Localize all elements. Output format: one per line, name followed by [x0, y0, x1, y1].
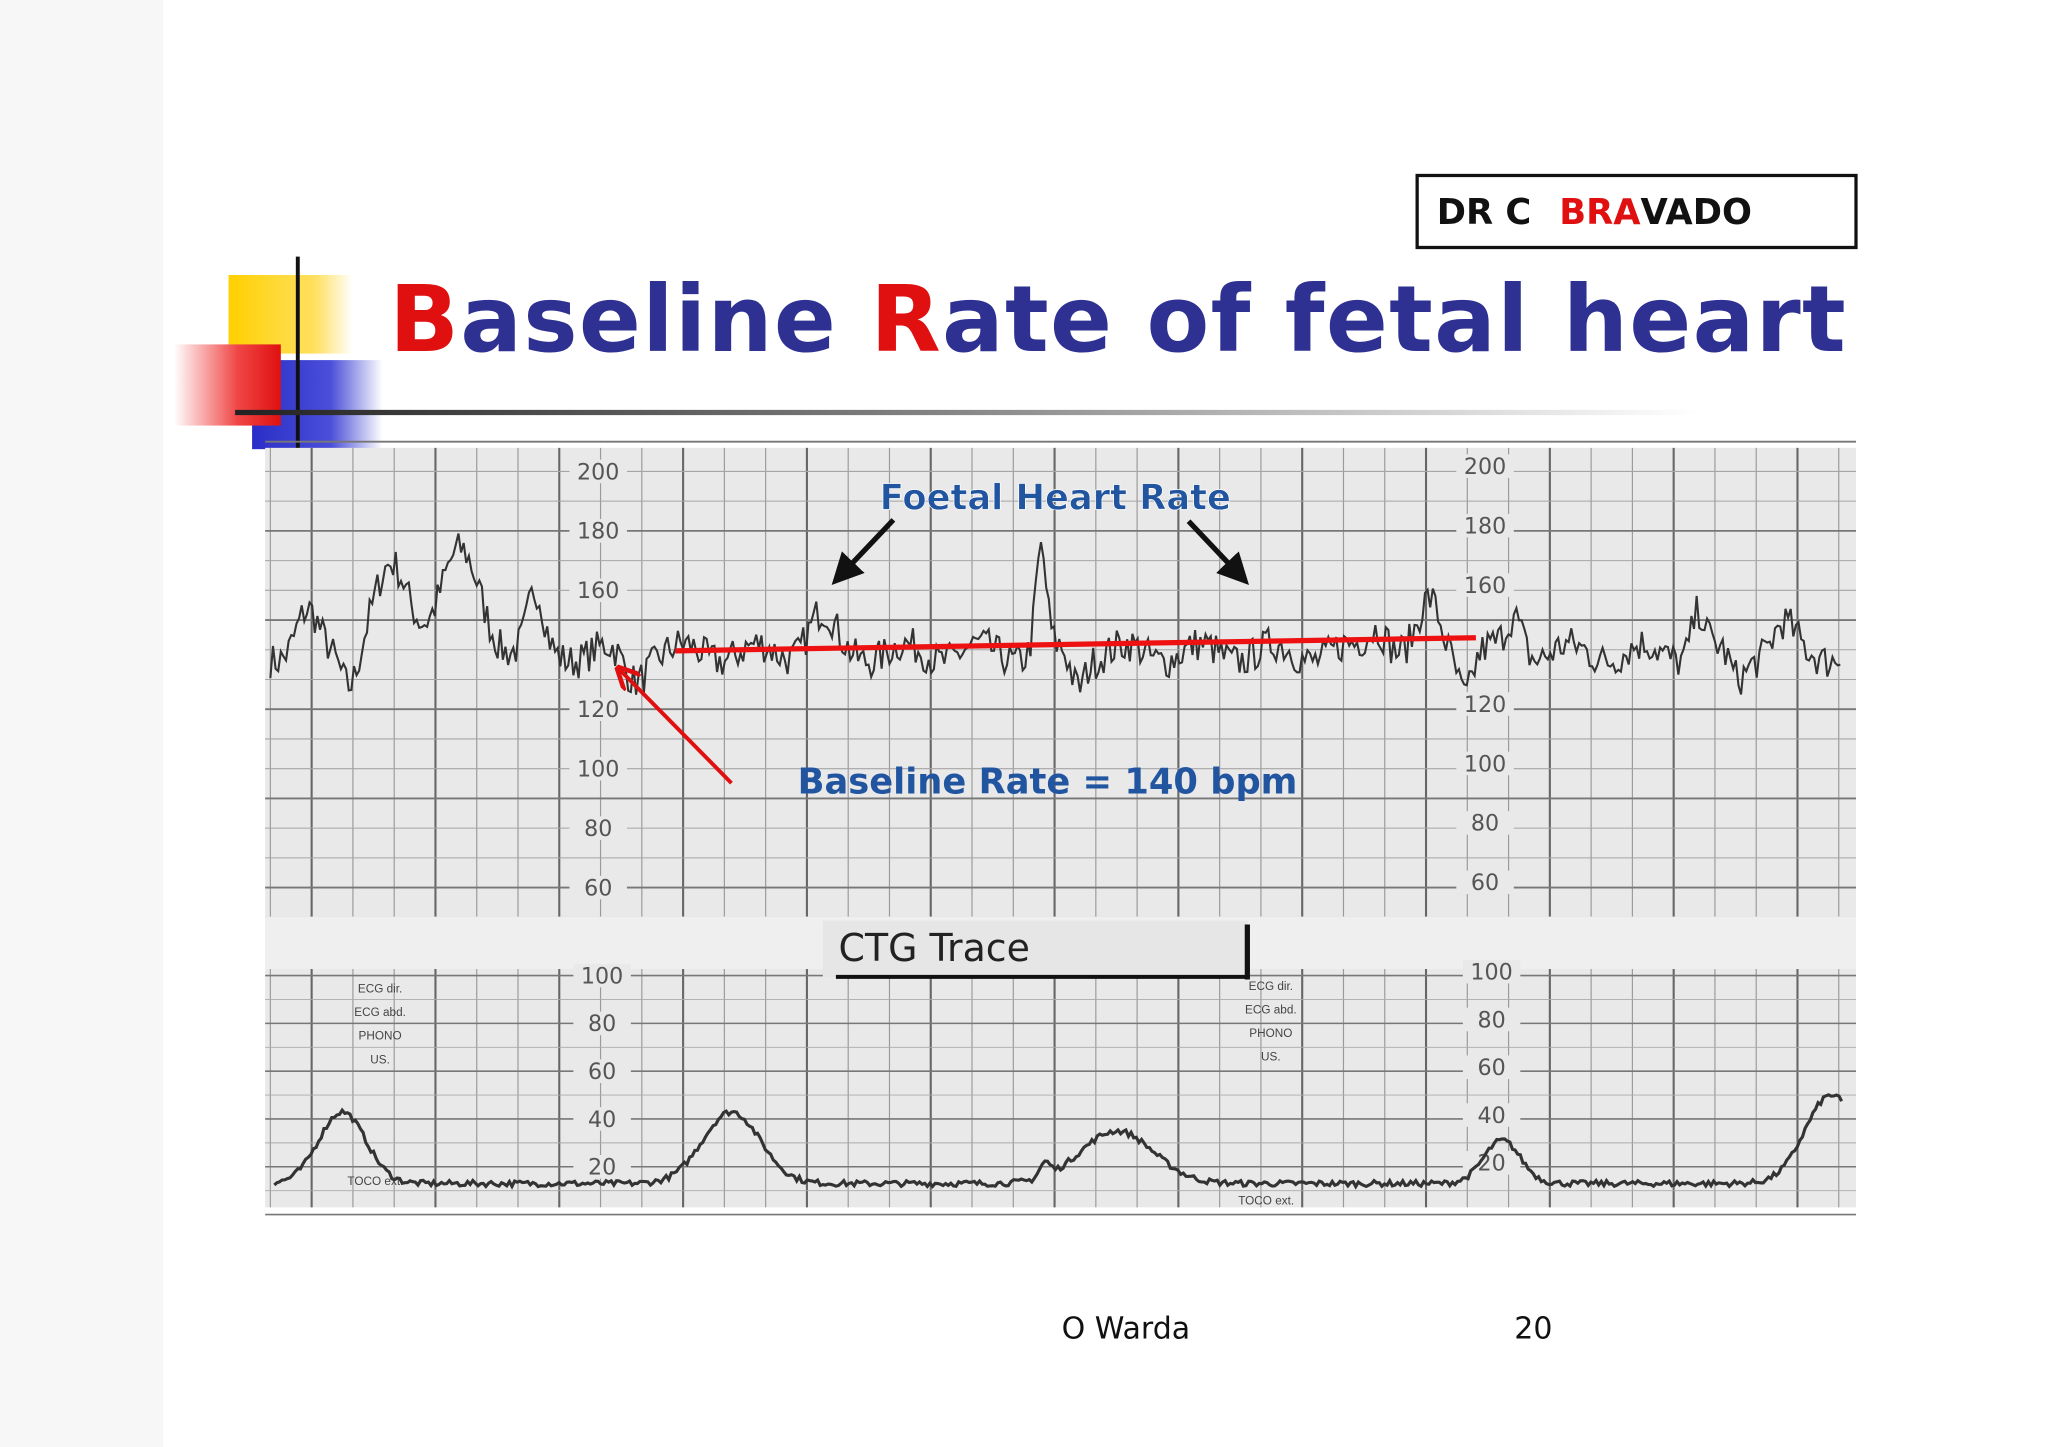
scale-label: 60 [588, 1059, 616, 1085]
scale-label-bg [569, 578, 627, 603]
scale-label: 40 [588, 1107, 616, 1133]
channel-label: ECG dir. [1249, 980, 1293, 993]
scale-label: 100 [1470, 959, 1512, 985]
scale-label-bg [573, 1154, 631, 1179]
badge-part: VADO [1641, 192, 1752, 233]
fhr-arrow [1186, 519, 1249, 585]
trace-label: CTG Trace [839, 926, 1030, 970]
fhr-arrow [831, 518, 896, 585]
ctg-traces [269, 533, 1844, 1190]
channel-label: US. [370, 1053, 390, 1066]
title-part: R [870, 266, 942, 373]
title: Baseline Rate of fetal heart [389, 266, 1847, 373]
title-part: ate of fetal heart [942, 266, 1847, 373]
scale-label: 200 [1464, 454, 1506, 480]
toco-label: TOCO ext. [1238, 1195, 1294, 1208]
scale-label: 20 [1477, 1151, 1505, 1177]
footer-page: 20 [1514, 1311, 1552, 1346]
scale-label-bg [1462, 1103, 1521, 1127]
scale-label: 60 [584, 875, 612, 901]
scale-label-bg [1462, 959, 1521, 984]
margin [0, 0, 164, 1447]
channel-label: PHONO [359, 1030, 402, 1043]
channel-label: ECG abd. [1245, 1004, 1297, 1017]
scale-label-bg [569, 519, 627, 543]
fhr-label: Foetal Heart Rate [880, 477, 1231, 518]
scale-label: 80 [1471, 811, 1499, 837]
toco-trace [273, 1093, 1844, 1190]
scale-label: 80 [588, 1011, 616, 1037]
scale-label-bg [1462, 1007, 1521, 1032]
scale-label-bg [1462, 1055, 1521, 1080]
scale-label-bg [573, 963, 631, 988]
scale-label: 100 [577, 757, 619, 783]
scale-label-bg [1456, 811, 1514, 835]
scale-label-bg [569, 697, 627, 722]
scale-label: 60 [1471, 870, 1499, 896]
scale-label: 40 [1477, 1103, 1505, 1129]
footer-author: O Warda [1062, 1311, 1191, 1346]
channel-label: PHONO [1249, 1027, 1292, 1040]
baseline-label: Baseline Rate = 140 bpm [798, 762, 1298, 803]
scale-label: 180 [577, 519, 619, 545]
scale-label-bg [1456, 692, 1514, 716]
scale-label: 80 [584, 816, 612, 842]
channel-label: ECG abd. [354, 1006, 406, 1019]
baseline-arrow [619, 669, 733, 785]
scale-label: 80 [1477, 1007, 1505, 1033]
badge-box [1415, 173, 1858, 250]
scale-label-bg [1456, 513, 1514, 538]
scale-label: 120 [577, 697, 619, 723]
scale-label-bg [1456, 870, 1514, 895]
scale-label: 200 [577, 459, 619, 485]
ctg-labels: 200 180 160 120 100 80 60 200 180 160 120 100 80 60 10… [347, 454, 1521, 1208]
scale-label-bg [573, 1011, 631, 1036]
scale-label: 160 [1464, 573, 1506, 599]
scale-label-bg [1456, 454, 1514, 478]
scale-label-bg [573, 1107, 631, 1131]
scale-label: 60 [1477, 1055, 1505, 1081]
scale-label-bg [573, 1059, 631, 1083]
scale-label-bg [569, 816, 627, 840]
scale-label: 120 [1464, 692, 1506, 718]
title-rule [235, 409, 1698, 416]
channel-label: US. [1261, 1051, 1281, 1064]
title-part: B [389, 266, 460, 373]
fhr-trace [269, 533, 1841, 695]
badge: DR C BRAVADO [1437, 192, 1752, 233]
scale-label: 180 [1464, 513, 1506, 539]
scale-label-bg [1462, 1151, 1521, 1175]
title-part: aseline [460, 266, 870, 373]
scale-label: 100 [1464, 751, 1506, 777]
channel-label: ECG dir. [358, 983, 402, 996]
scale-label-bg [569, 875, 627, 900]
deco-yellow [228, 274, 353, 354]
scale-label-bg [1456, 573, 1514, 597]
badge-part: BRA [1559, 192, 1641, 233]
badge-part: DR C [1437, 192, 1544, 233]
scale-label: 160 [577, 578, 619, 604]
trace-label-box [822, 920, 1248, 977]
scale-label-bg [1456, 751, 1514, 776]
scale-label-bg [569, 756, 627, 781]
scale-label: 100 [581, 963, 623, 989]
baseline-line [675, 635, 1476, 654]
scale-label: 20 [588, 1155, 616, 1181]
toco-label: TOCO ext. [347, 1175, 403, 1188]
scale-label-bg [569, 459, 627, 484]
